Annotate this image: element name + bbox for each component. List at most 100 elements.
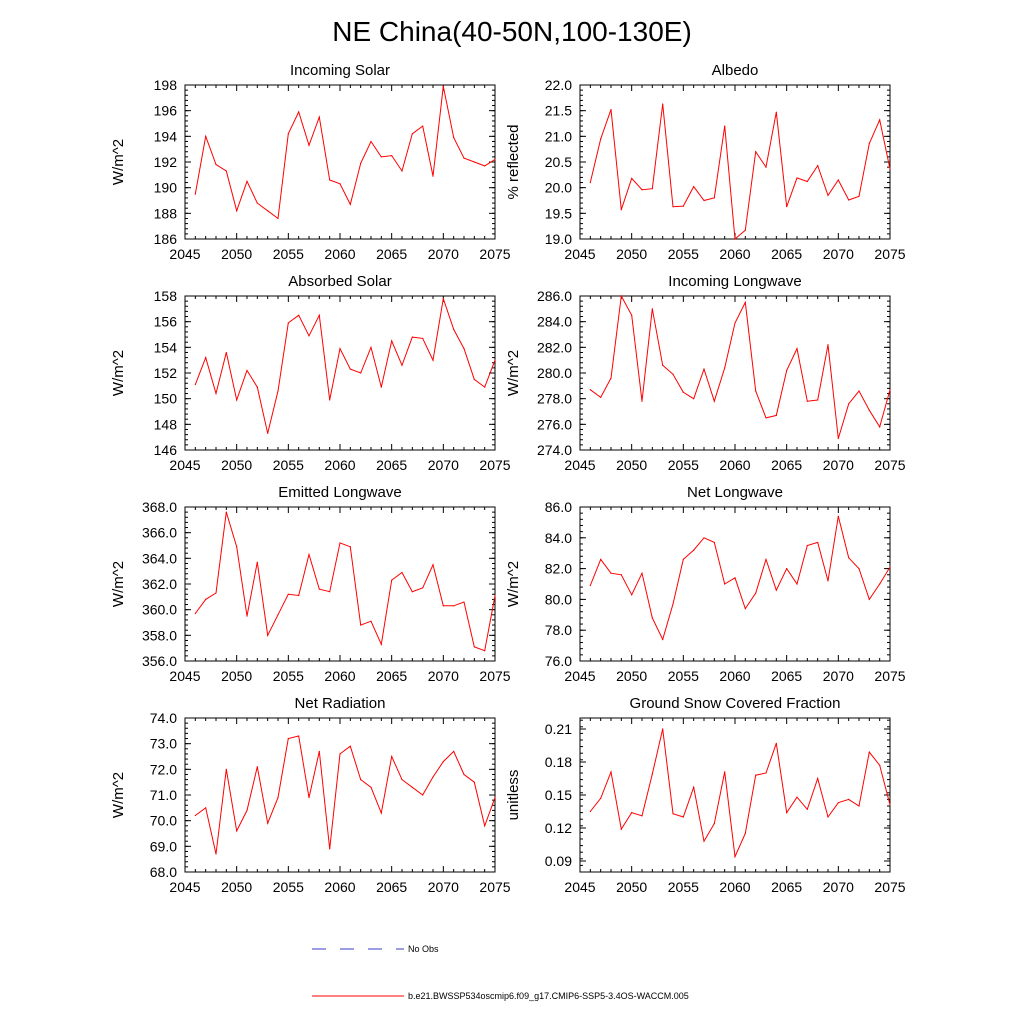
plot-frame xyxy=(579,717,891,873)
data-point xyxy=(837,179,839,181)
data-point xyxy=(349,368,351,370)
data-point xyxy=(786,812,788,814)
x-tick-label: 2075 xyxy=(874,246,905,262)
data-point xyxy=(744,608,746,610)
y-axis-label: % reflected xyxy=(505,124,522,199)
data-point xyxy=(473,378,475,381)
data-point xyxy=(370,620,372,622)
data-point xyxy=(484,165,486,167)
data-point xyxy=(360,779,362,781)
data-point xyxy=(868,598,870,601)
y-tick-label: 280.0 xyxy=(537,365,572,381)
x-tick-label: 2045 xyxy=(169,879,200,895)
data-point xyxy=(349,203,351,205)
data-point xyxy=(703,199,705,202)
data-point xyxy=(734,577,736,579)
x-tick-label: 2060 xyxy=(719,457,750,473)
x-tick-label: 2045 xyxy=(564,668,595,684)
data-point xyxy=(329,591,331,593)
data-point xyxy=(225,511,227,513)
y-tick-label: 72.0 xyxy=(150,761,177,777)
data-point xyxy=(225,768,227,770)
x-tick-label: 2045 xyxy=(169,668,200,684)
y-axis-label: W/m^2 xyxy=(505,350,522,396)
data-point xyxy=(432,564,434,566)
plot-frame xyxy=(579,84,891,240)
data-point xyxy=(868,409,870,411)
panel-title: Incoming Solar xyxy=(290,62,390,79)
data-point xyxy=(786,206,788,208)
y-tick-label: 0.21 xyxy=(545,721,572,737)
data-point xyxy=(765,772,767,774)
x-tick-label: 2060 xyxy=(324,879,355,895)
plot-frame xyxy=(184,717,496,873)
data-point xyxy=(453,605,455,607)
y-tick-label: 364.0 xyxy=(142,550,177,566)
x-tick-label: 2050 xyxy=(221,246,252,262)
data-point xyxy=(494,796,496,799)
y-tick-label: 86.0 xyxy=(545,499,572,515)
data-point xyxy=(817,164,819,167)
data-point xyxy=(370,140,372,143)
data-point xyxy=(796,177,798,179)
data-point xyxy=(236,546,238,548)
x-tick-label: 2055 xyxy=(668,457,699,473)
x-tick-label: 2055 xyxy=(273,246,304,262)
data-point xyxy=(651,617,653,619)
data-point xyxy=(225,170,227,172)
y-tick-label: 146 xyxy=(154,442,178,458)
panel-5: Net Longwave W/m^2 2045 2050 2055 2060 2065 207… xyxy=(505,484,906,684)
data-point xyxy=(194,193,196,195)
y-tick-label: 84.0 xyxy=(545,530,572,546)
data-point xyxy=(267,822,269,824)
data-point xyxy=(775,414,777,416)
data-point xyxy=(205,357,207,359)
x-tick-label: 2060 xyxy=(719,246,750,262)
data-point xyxy=(349,546,351,548)
x-tick-label: 2050 xyxy=(616,246,647,262)
data-point xyxy=(360,624,362,626)
data-point xyxy=(308,796,310,799)
data-point xyxy=(205,807,207,809)
data-point xyxy=(589,389,591,391)
data-point xyxy=(837,802,839,804)
y-tick-label: 0.15 xyxy=(545,787,572,803)
data-point xyxy=(610,771,612,773)
data-point xyxy=(589,584,591,587)
x-tick-label: 2045 xyxy=(169,246,200,262)
data-point xyxy=(775,589,777,591)
x-tick-label: 2055 xyxy=(668,668,699,684)
x-tick-label: 2055 xyxy=(273,668,304,684)
y-tick-label: 192 xyxy=(154,154,178,170)
data-point xyxy=(889,168,891,170)
data-point xyxy=(298,594,300,597)
data-point xyxy=(817,399,819,401)
data-point xyxy=(318,314,320,316)
data-point xyxy=(682,391,684,393)
y-tick-label: 69.0 xyxy=(150,838,177,854)
y-axis-label: W/m^2 xyxy=(110,139,127,185)
data-point xyxy=(744,301,746,304)
data-point xyxy=(308,335,310,337)
x-tick-label: 2075 xyxy=(479,457,510,473)
data-point xyxy=(858,805,860,807)
data-point xyxy=(401,571,403,574)
data-point xyxy=(734,322,736,324)
data-point xyxy=(837,437,839,440)
data-point xyxy=(848,199,850,201)
data-point xyxy=(236,830,238,832)
data-point xyxy=(600,396,602,398)
x-tick-label: 2050 xyxy=(616,668,647,684)
data-point xyxy=(463,773,465,776)
data-point xyxy=(411,133,413,135)
data-point xyxy=(703,537,705,539)
data-point xyxy=(868,142,870,145)
data-point xyxy=(473,646,475,648)
data-point xyxy=(256,766,258,768)
data-point xyxy=(391,154,393,157)
data-point xyxy=(298,111,300,113)
data-point xyxy=(277,217,279,220)
data-point xyxy=(620,574,622,576)
data-point xyxy=(827,816,829,818)
panel-0: Incoming Solar W/m^2 2045 2050 2055 2060 2065 2… xyxy=(110,62,511,262)
